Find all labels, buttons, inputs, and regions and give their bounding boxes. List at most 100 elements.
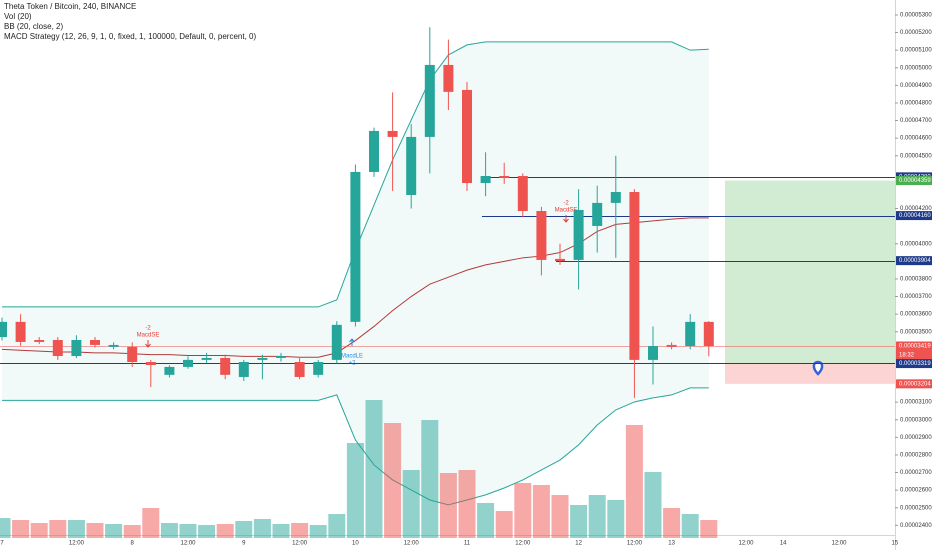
candle-body (15, 321, 26, 342)
price-line-label-box (896, 256, 932, 266)
candle-body (499, 175, 510, 178)
signal-label: MacdSE (137, 333, 160, 339)
price-line-label: 0.00004160 (899, 213, 931, 219)
countdown-box (896, 350, 932, 360)
volume-bar (86, 523, 104, 538)
legend-strategy: MACD Strategy (12, 26, 9, 1, 0, fixed, 1… (4, 32, 256, 41)
volume-bar (253, 519, 271, 538)
candle-body (555, 258, 565, 261)
y-tick-label: 0.00004600 (900, 136, 932, 142)
x-tick-label: 13 (668, 541, 675, 547)
volume-bar (291, 523, 309, 538)
loss-zone (725, 363, 895, 384)
y-tick-label: 0.00003600 (900, 312, 932, 318)
band-middle (1, 217, 709, 358)
volume-bar (532, 485, 550, 538)
volume-bar (198, 525, 216, 538)
legend-volume: Vol (20) (4, 12, 32, 21)
y-tick-label: 0.00002400 (900, 523, 932, 529)
y-tick-label: 0.00002700 (900, 470, 932, 476)
candle-body (313, 362, 324, 375)
y-tick-label: 0.00002900 (900, 435, 932, 441)
volume-bar (439, 473, 457, 538)
y-tick-label: 0.00004800 (900, 101, 932, 107)
candle-body (238, 362, 249, 377)
y-tick-label: 0.00002800 (900, 453, 932, 459)
volume-bar (123, 525, 141, 538)
candle-body (331, 324, 342, 360)
candle-body (648, 345, 658, 360)
volume-bar (607, 500, 625, 538)
x-tick-label: 11 (464, 541, 471, 547)
volume-bar (402, 470, 420, 538)
volume-bar (495, 511, 513, 538)
signal-qty: +2 (349, 361, 357, 367)
x-tick-label: 15 (891, 541, 898, 547)
signal-qty: -2 (145, 326, 151, 332)
candle-body (183, 359, 193, 367)
x-tick-label: 12:00 (180, 541, 196, 547)
y-tick-label: 0.00005300 (900, 13, 932, 19)
volume-bar (681, 514, 699, 538)
candle-body (145, 362, 156, 365)
legend-symbol: Theta Token / Bitcoin, 240, BINANCE (4, 2, 136, 11)
target-label: 0.00004359 (899, 178, 931, 184)
y-tick-label: 0.00003000 (900, 417, 932, 423)
volume-bar (216, 524, 234, 538)
candle-body (536, 211, 547, 260)
candle-body (573, 209, 584, 260)
candle-body (666, 344, 677, 347)
y-tick-label: 0.00005100 (900, 48, 932, 54)
x-tick-label: 12:00 (627, 541, 643, 547)
candle-body (52, 340, 63, 357)
y-tick-label: 0.00004900 (900, 83, 932, 89)
y-tick-label: 0.00003700 (900, 294, 932, 300)
volume-bar (30, 523, 48, 538)
countdown: 18:32 (899, 353, 915, 359)
current-price-label-box (896, 341, 932, 351)
candle-body (34, 340, 45, 342)
profit-zone (725, 180, 895, 364)
y-tick-label: 0.00004500 (900, 153, 932, 159)
current-price-label: 0.00003419 (899, 344, 931, 350)
y-tick-label: 0.00003100 (900, 400, 932, 406)
candle-body (424, 64, 435, 137)
x-tick-label: 12 (575, 541, 582, 547)
y-tick-label: 0.00004700 (900, 118, 932, 124)
candle-body (257, 357, 268, 360)
x-tick-label: 12:00 (292, 541, 308, 547)
volume-bar (625, 425, 643, 538)
candle-body (517, 175, 528, 212)
y-tick-label: 0.00003800 (900, 277, 932, 283)
signal-label: MacdLE (341, 354, 363, 360)
candle-body (350, 171, 361, 322)
candle-body (276, 356, 286, 358)
candle-body (629, 192, 640, 360)
volume-bar (328, 514, 346, 538)
x-tick-label: 7 (0, 541, 4, 547)
volume-bar (272, 524, 290, 538)
signal-arrow (349, 338, 355, 346)
volume-bar (663, 508, 681, 538)
candle-body (387, 130, 398, 137)
y-tick-label: 0.00005200 (900, 30, 932, 36)
volume-bar (421, 420, 439, 538)
volume-bar (365, 400, 383, 538)
candle-body (0, 321, 7, 338)
candle-body (443, 64, 454, 92)
volume-bar (588, 495, 606, 538)
volume-bar (142, 508, 160, 538)
candle-body (294, 362, 305, 377)
entry-label-box (896, 359, 932, 369)
candle-body (592, 202, 603, 226)
target-label-box (896, 176, 932, 186)
volume-bar (0, 518, 11, 538)
volume-bar (49, 520, 67, 538)
y-tick-label: 0.00004000 (900, 241, 932, 247)
y-tick-label: 0.00002600 (900, 488, 932, 494)
candle-body (220, 357, 231, 375)
volume-bar (514, 483, 532, 538)
volume-bar (105, 524, 123, 538)
volume-bar (346, 443, 364, 538)
